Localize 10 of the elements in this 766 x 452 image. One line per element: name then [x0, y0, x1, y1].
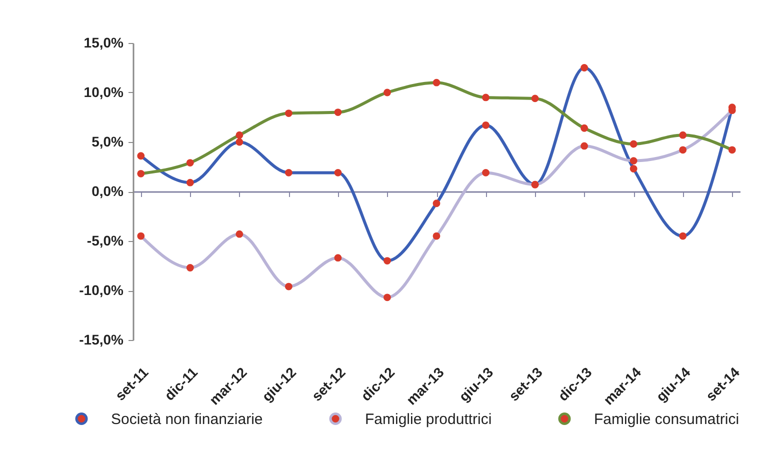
y-tick-label: 15,0% [84, 34, 124, 50]
y-tick-label: -15,0% [79, 332, 124, 348]
legend-label: Famiglie consumatrici [594, 410, 740, 428]
y-tick-label: 10,0% [84, 84, 124, 100]
y-tick-label: 5,0% [92, 134, 124, 150]
y-tick-label: -5,0% [86, 232, 124, 248]
y-tick-label: 0,0% [92, 183, 124, 199]
y-tick-label: -10,0% [79, 282, 124, 298]
legend-label: Famiglie produttrici [365, 410, 492, 428]
legend-label: Società non finanziarie [111, 410, 263, 428]
